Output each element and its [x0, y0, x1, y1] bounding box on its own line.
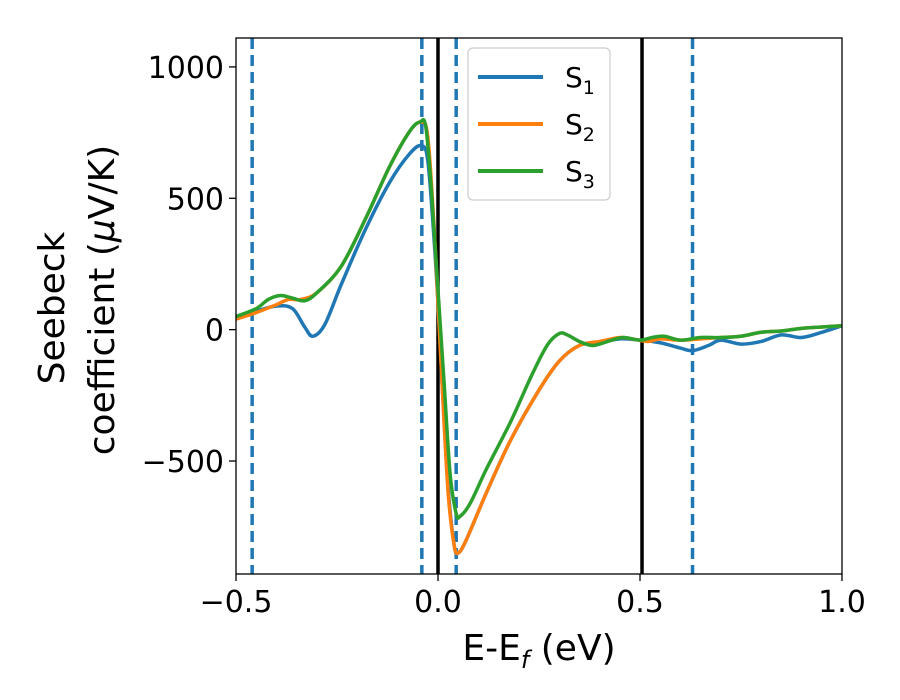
- legend-label-s3: S3: [565, 155, 595, 193]
- x-tick-label: 0.0: [414, 585, 462, 620]
- legend-s2-sub: 2: [583, 124, 595, 146]
- legend-s2-name: S: [565, 108, 583, 141]
- y-axis-label: Seebeck coefficient (μV/K): [32, 145, 123, 455]
- y-label-mu: μ: [82, 219, 123, 243]
- y-label-line2: coefficient (μV/K): [82, 145, 123, 455]
- legend-s1-sub: 1: [583, 77, 595, 99]
- y-tick-label: 1000: [148, 51, 224, 86]
- plot-frame: [235, 37, 843, 575]
- y-label-prefix: coefficient (: [82, 242, 123, 455]
- y-tick-label: 500: [167, 182, 224, 217]
- y-label-suffix: V/K): [82, 145, 123, 219]
- series-lines: [236, 117, 842, 556]
- x-axis-ticks: −0.5 0.0 0.5 1.0: [200, 574, 866, 620]
- x-tick-label: −0.5: [200, 585, 273, 620]
- y-label-line1: Seebeck: [32, 231, 73, 384]
- series-line-s3: [236, 117, 842, 520]
- y-axis-ticks: −500 0 500 1000: [142, 51, 236, 480]
- x-tick-label: 0.5: [616, 585, 664, 620]
- legend-label-s1: S1: [565, 61, 595, 99]
- legend-s3-name: S: [565, 155, 583, 188]
- x-axis-label: E-Ef (eV): [462, 628, 615, 674]
- series-line-s1: [236, 143, 842, 556]
- legend-label-s2: S2: [565, 108, 595, 146]
- x-label-main: E-E: [462, 628, 520, 669]
- y-tick-label: 0: [205, 314, 224, 349]
- legend-s1-name: S: [565, 61, 583, 94]
- x-label-unit: (eV): [529, 628, 615, 669]
- x-tick-label: 1.0: [818, 585, 866, 620]
- y-tick-label: −500: [142, 445, 224, 480]
- legend-s3-sub: 3: [583, 171, 595, 193]
- legend: S1 S2 S3: [467, 47, 611, 201]
